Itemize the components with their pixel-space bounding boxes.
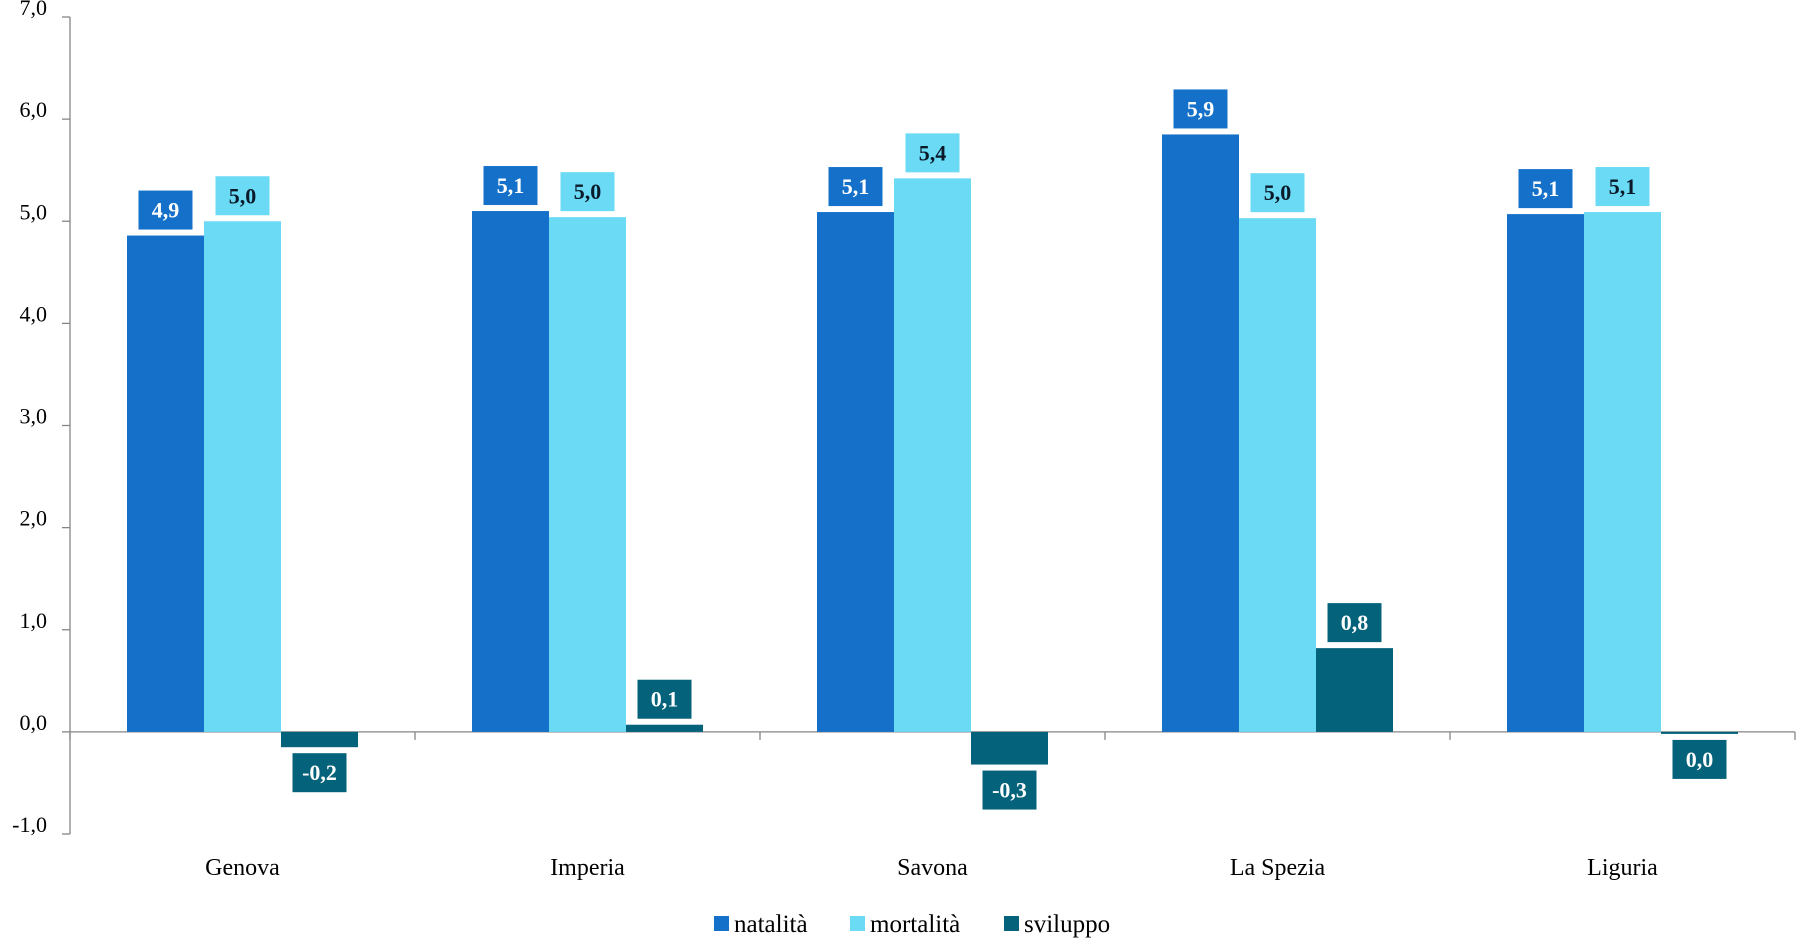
bar-sviluppo	[1316, 648, 1393, 732]
data-label-text: 5,1	[1532, 176, 1560, 201]
legend-item: mortalità	[850, 911, 960, 938]
data-label-text: 0,0	[1686, 747, 1714, 772]
category-label: Genova	[205, 855, 280, 881]
data-label-text: 5,4	[919, 140, 947, 165]
legend: natalità mortalità sviluppo	[714, 911, 1110, 938]
category-label: Liguria	[1587, 855, 1658, 881]
y-tick-label: 2,0	[20, 506, 48, 531]
y-tick-label: 4,0	[20, 301, 48, 326]
data-label-box	[1672, 739, 1727, 779]
y-axis: -1,0 0,0 1,0 2,0 3,0 4,0 5,0 6,0 7,0	[12, 0, 71, 837]
data-label: 5,1	[1518, 169, 1573, 209]
data-label-text: -0,2	[302, 760, 337, 785]
data-label: 5,0	[215, 176, 270, 216]
data-label-box	[1518, 169, 1573, 209]
bar-natalità	[127, 235, 204, 732]
data-label-text: 0,1	[651, 687, 679, 712]
data-label: 5,9	[1173, 89, 1228, 129]
legend-label: sviluppo	[1024, 911, 1110, 938]
data-label-text: -0,3	[992, 778, 1027, 803]
y-tick-label: 0,0	[20, 710, 48, 735]
data-label-box	[982, 770, 1037, 810]
data-label-text: 5,0	[229, 183, 257, 208]
legend-label: natalità	[734, 911, 808, 938]
bar-mortalità	[1584, 212, 1661, 732]
data-label: 5,0	[560, 172, 615, 212]
data-label-box	[1250, 173, 1305, 213]
legend-swatch	[1004, 916, 1019, 931]
data-labels: 4,9 5,1 5,1 5,9 5,1 5,0 5,0 5,4 5,0 5,1 -0,2 0,1 -0,…	[138, 89, 1727, 810]
y-tick-label: 1,0	[20, 608, 48, 633]
bar-mortalità	[1239, 218, 1316, 732]
data-label-box	[215, 176, 270, 216]
data-label: 5,1	[828, 167, 883, 207]
y-tick-label: 5,0	[20, 199, 48, 224]
data-label-text: 4,9	[152, 198, 180, 223]
data-label-box	[637, 679, 692, 719]
y-tick-label: -1,0	[12, 812, 47, 837]
y-tick-label: 6,0	[20, 97, 48, 122]
y-tick-label: 3,0	[20, 404, 48, 429]
data-label-box	[483, 166, 538, 206]
data-label-box	[1327, 603, 1382, 643]
data-label: 4,9	[138, 190, 193, 230]
data-label: 0,8	[1327, 603, 1382, 643]
data-label-box	[1595, 167, 1650, 207]
data-label-box	[560, 172, 615, 212]
bar-natalità	[1162, 134, 1239, 732]
data-label-text: 5,1	[842, 174, 870, 199]
bar-sviluppo	[281, 731, 358, 748]
data-label-box	[828, 167, 883, 207]
bar-natalità	[472, 211, 549, 732]
data-label-text: 5,0	[574, 179, 602, 204]
y-tick-label: 7,0	[20, 0, 48, 20]
data-label-box	[1173, 89, 1228, 129]
legend-swatch	[714, 916, 729, 931]
data-label-text: 5,0	[1264, 180, 1292, 205]
legend-item: sviluppo	[1004, 911, 1110, 938]
data-label-box	[138, 190, 193, 230]
data-label-box	[905, 133, 960, 173]
data-label: 0,1	[637, 679, 692, 719]
legend-swatch	[850, 916, 865, 931]
legend-item: natalità	[714, 911, 808, 938]
bar-sviluppo	[1661, 731, 1738, 734]
data-label-text: 5,9	[1187, 96, 1215, 121]
bar-sviluppo	[971, 731, 1048, 765]
category-label: La Spezia	[1230, 855, 1326, 881]
bar-mortalità	[894, 178, 971, 732]
legend-label: mortalità	[870, 911, 960, 938]
data-label-text: 5,1	[497, 173, 525, 198]
data-label: 5,4	[905, 133, 960, 173]
bar-natalità	[1507, 214, 1584, 732]
bar-mortalità	[204, 221, 281, 732]
data-label: -0,3	[982, 770, 1037, 810]
data-label: -0,2	[292, 753, 347, 793]
data-label: 5,1	[483, 166, 538, 206]
data-label: 5,0	[1250, 173, 1305, 213]
bar-sviluppo	[626, 724, 703, 732]
data-label: 5,1	[1595, 167, 1650, 207]
category-label: Savona	[897, 855, 968, 881]
data-label: 0,0	[1672, 739, 1727, 779]
data-label-box	[292, 753, 347, 793]
bars	[127, 134, 1738, 765]
category-label: Imperia	[550, 855, 625, 881]
data-label-text: 0,8	[1341, 610, 1369, 635]
data-label-text: 5,1	[1609, 174, 1637, 199]
bar-mortalità	[549, 217, 626, 732]
bar-natalità	[817, 212, 894, 732]
